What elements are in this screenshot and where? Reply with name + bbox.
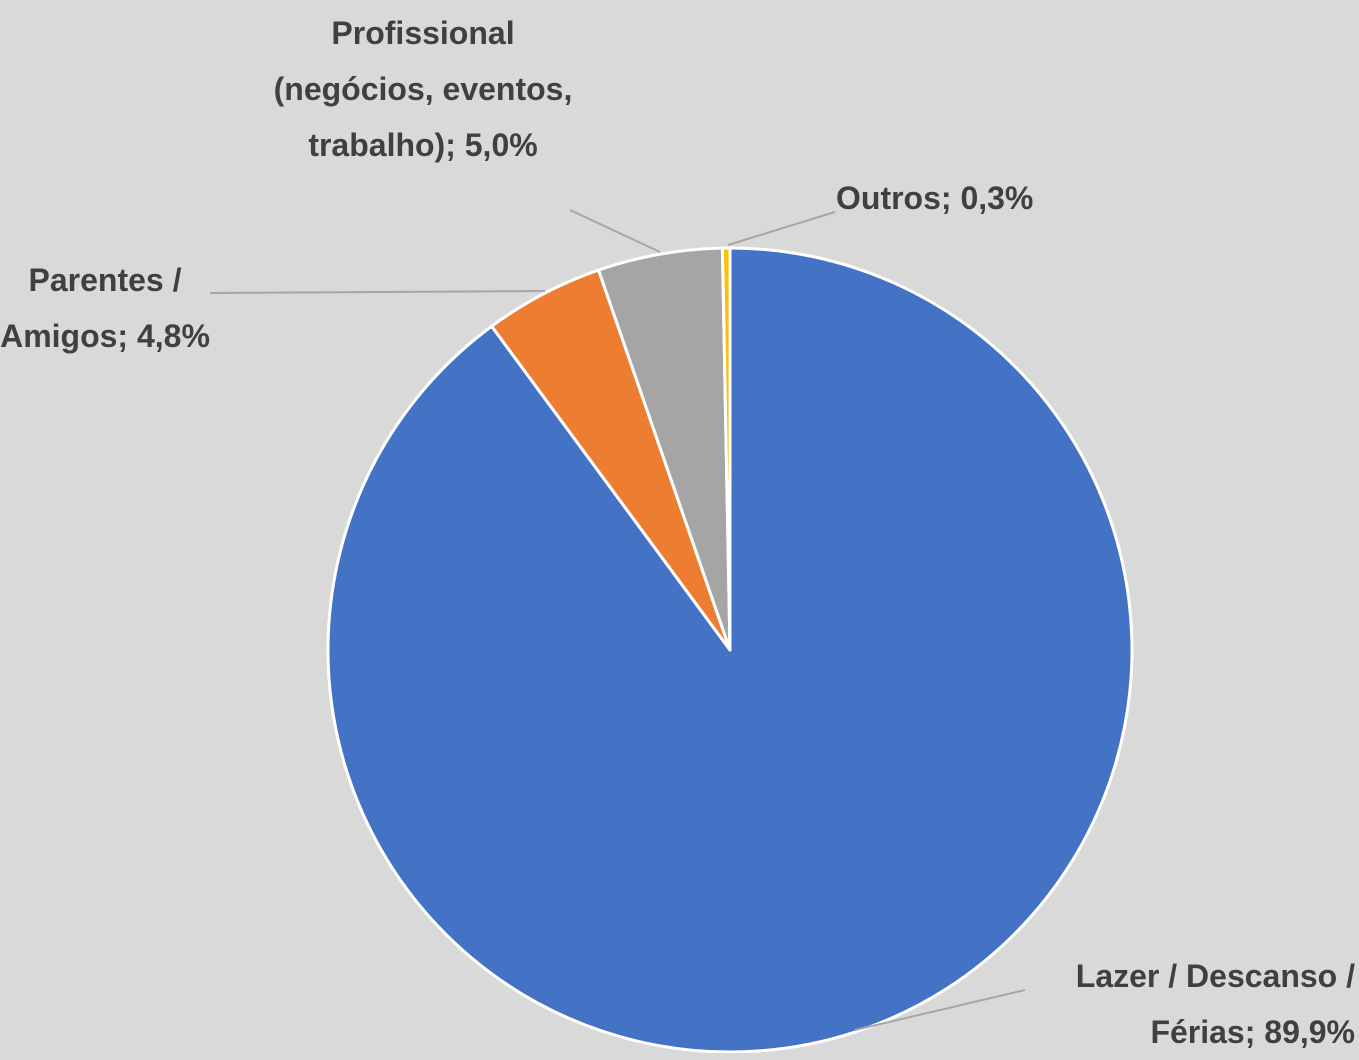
data-label: Outros; 0,3% — [836, 180, 1034, 216]
pie-slice — [720, 246, 732, 652]
data-label: Parentes / Amigos; 4,8% — [0, 262, 210, 354]
leader-line — [209, 290, 546, 294]
data-label: Lazer / Descanso / Férias; 89,9% — [1075, 958, 1355, 1050]
leader-line — [727, 211, 836, 246]
data-label: Profissional (negócios, eventos, trabalh… — [273, 15, 573, 163]
leader-line — [569, 209, 661, 253]
leader-line — [854, 989, 1026, 1031]
